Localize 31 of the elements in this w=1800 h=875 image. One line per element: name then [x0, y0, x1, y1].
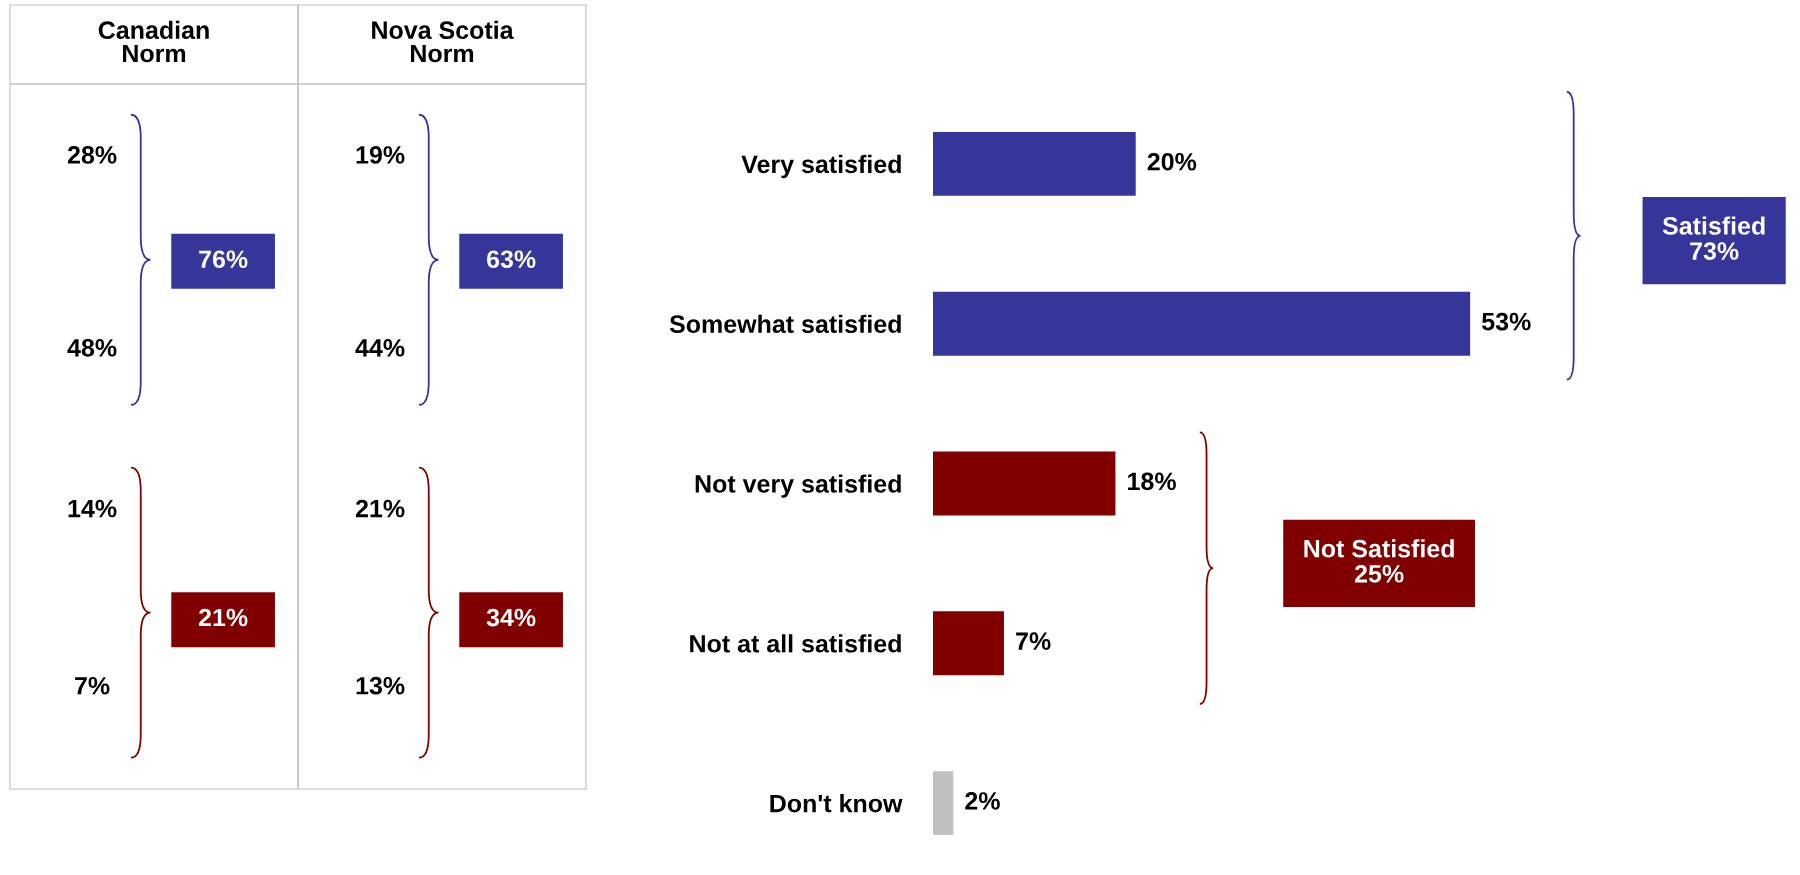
text: 48% [67, 338, 117, 357]
data-label: 7% [1016, 632, 1051, 650]
data-label: 2% [965, 792, 1000, 810]
category-label: Nova Scotia Norm [372, 20, 514, 63]
text: 34% [486, 608, 536, 627]
y-tick-label: Not at all satisfied [690, 634, 901, 653]
text: 21% [355, 499, 405, 518]
text: 7% [75, 676, 110, 695]
text: Satisfied 73% [1662, 216, 1765, 260]
text: 19% [356, 146, 405, 164]
bar [933, 611, 1004, 676]
category-label: Canadian Norm [98, 20, 209, 63]
text: 44% [355, 339, 405, 357]
y-tick-label: Not very satisfied [695, 474, 901, 498]
bar [933, 451, 1116, 516]
text: 76% [199, 250, 248, 269]
y-tick-label: Don't know [770, 794, 903, 813]
data-label: 18% [1128, 472, 1176, 491]
y-tick-label: Somewhat satisfied [669, 314, 901, 333]
data-label: 20% [1147, 152, 1197, 171]
text: 13% [356, 676, 405, 695]
bar [933, 131, 1136, 196]
text: 14% [68, 499, 117, 518]
bar [933, 291, 1471, 356]
data-label: 53% [1482, 312, 1531, 331]
text: 28% [67, 146, 117, 164]
text: 63% [487, 250, 536, 269]
annotation: Not Satisfied 25% [1304, 539, 1454, 583]
text: 21% [198, 608, 248, 627]
bar [933, 771, 954, 836]
y-tick-label: Very satisfied [741, 154, 901, 179]
